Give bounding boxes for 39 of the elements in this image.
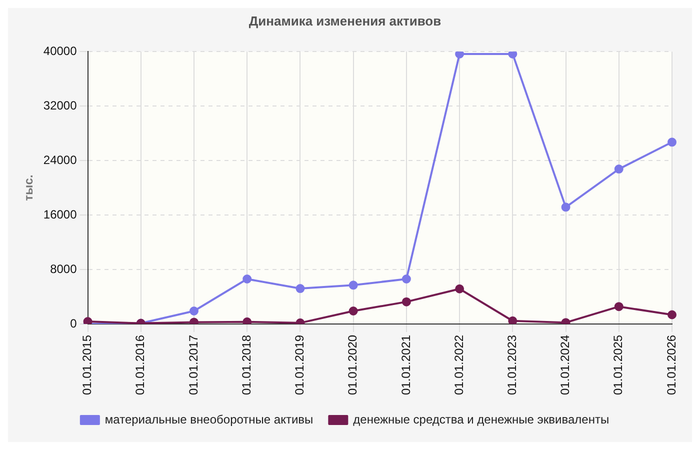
x-tick-label: 01.01.2024 xyxy=(558,334,572,396)
x-tick-label: 01.01.2016 xyxy=(133,334,148,396)
x-tick-label: 01.01.2015 xyxy=(80,334,94,396)
point xyxy=(402,274,411,284)
point xyxy=(668,310,676,320)
point xyxy=(508,316,518,324)
point xyxy=(614,164,624,174)
y-tick-label: 16000 xyxy=(43,207,78,222)
point xyxy=(348,280,358,290)
legend-label: материальные внеоборотные активы xyxy=(104,412,314,426)
legend-label: денежные средства и денежные эквиваленты xyxy=(353,412,610,426)
point xyxy=(189,306,198,316)
point xyxy=(242,317,252,324)
y-tick-label: 24000 xyxy=(43,152,78,167)
x-tick-label: 01.01.2023 xyxy=(504,334,519,396)
x-tick-label: 01.01.2021 xyxy=(398,334,413,396)
point xyxy=(561,202,570,212)
point xyxy=(242,274,252,284)
y-tick-label: 32000 xyxy=(43,98,78,112)
x-tick-label: 01.01.2020 xyxy=(346,334,360,396)
y-axis-title: тыс. xyxy=(22,174,36,201)
x-tick-label: 01.01.2025 xyxy=(611,334,626,396)
x-tick-label: 01.01.2018 xyxy=(239,334,254,396)
y-tick-label: 8000 xyxy=(50,262,78,276)
point xyxy=(455,52,464,58)
x-tick-label: 01.01.2022 xyxy=(452,334,466,396)
point xyxy=(402,297,411,306)
point xyxy=(348,306,358,316)
chart-title: Динамика изменения активов xyxy=(248,13,442,28)
y-tick-label: 0 xyxy=(70,316,78,330)
point xyxy=(455,284,464,294)
x-tick-label: 01.01.2026 xyxy=(664,334,678,396)
point xyxy=(508,52,518,58)
point xyxy=(668,138,676,147)
point xyxy=(296,284,305,294)
x-tick-label: 01.01.2019 xyxy=(292,334,307,396)
x-tick-label: 01.01.2017 xyxy=(186,334,200,396)
point xyxy=(614,302,624,312)
y-tick-label: 40000 xyxy=(43,44,78,58)
